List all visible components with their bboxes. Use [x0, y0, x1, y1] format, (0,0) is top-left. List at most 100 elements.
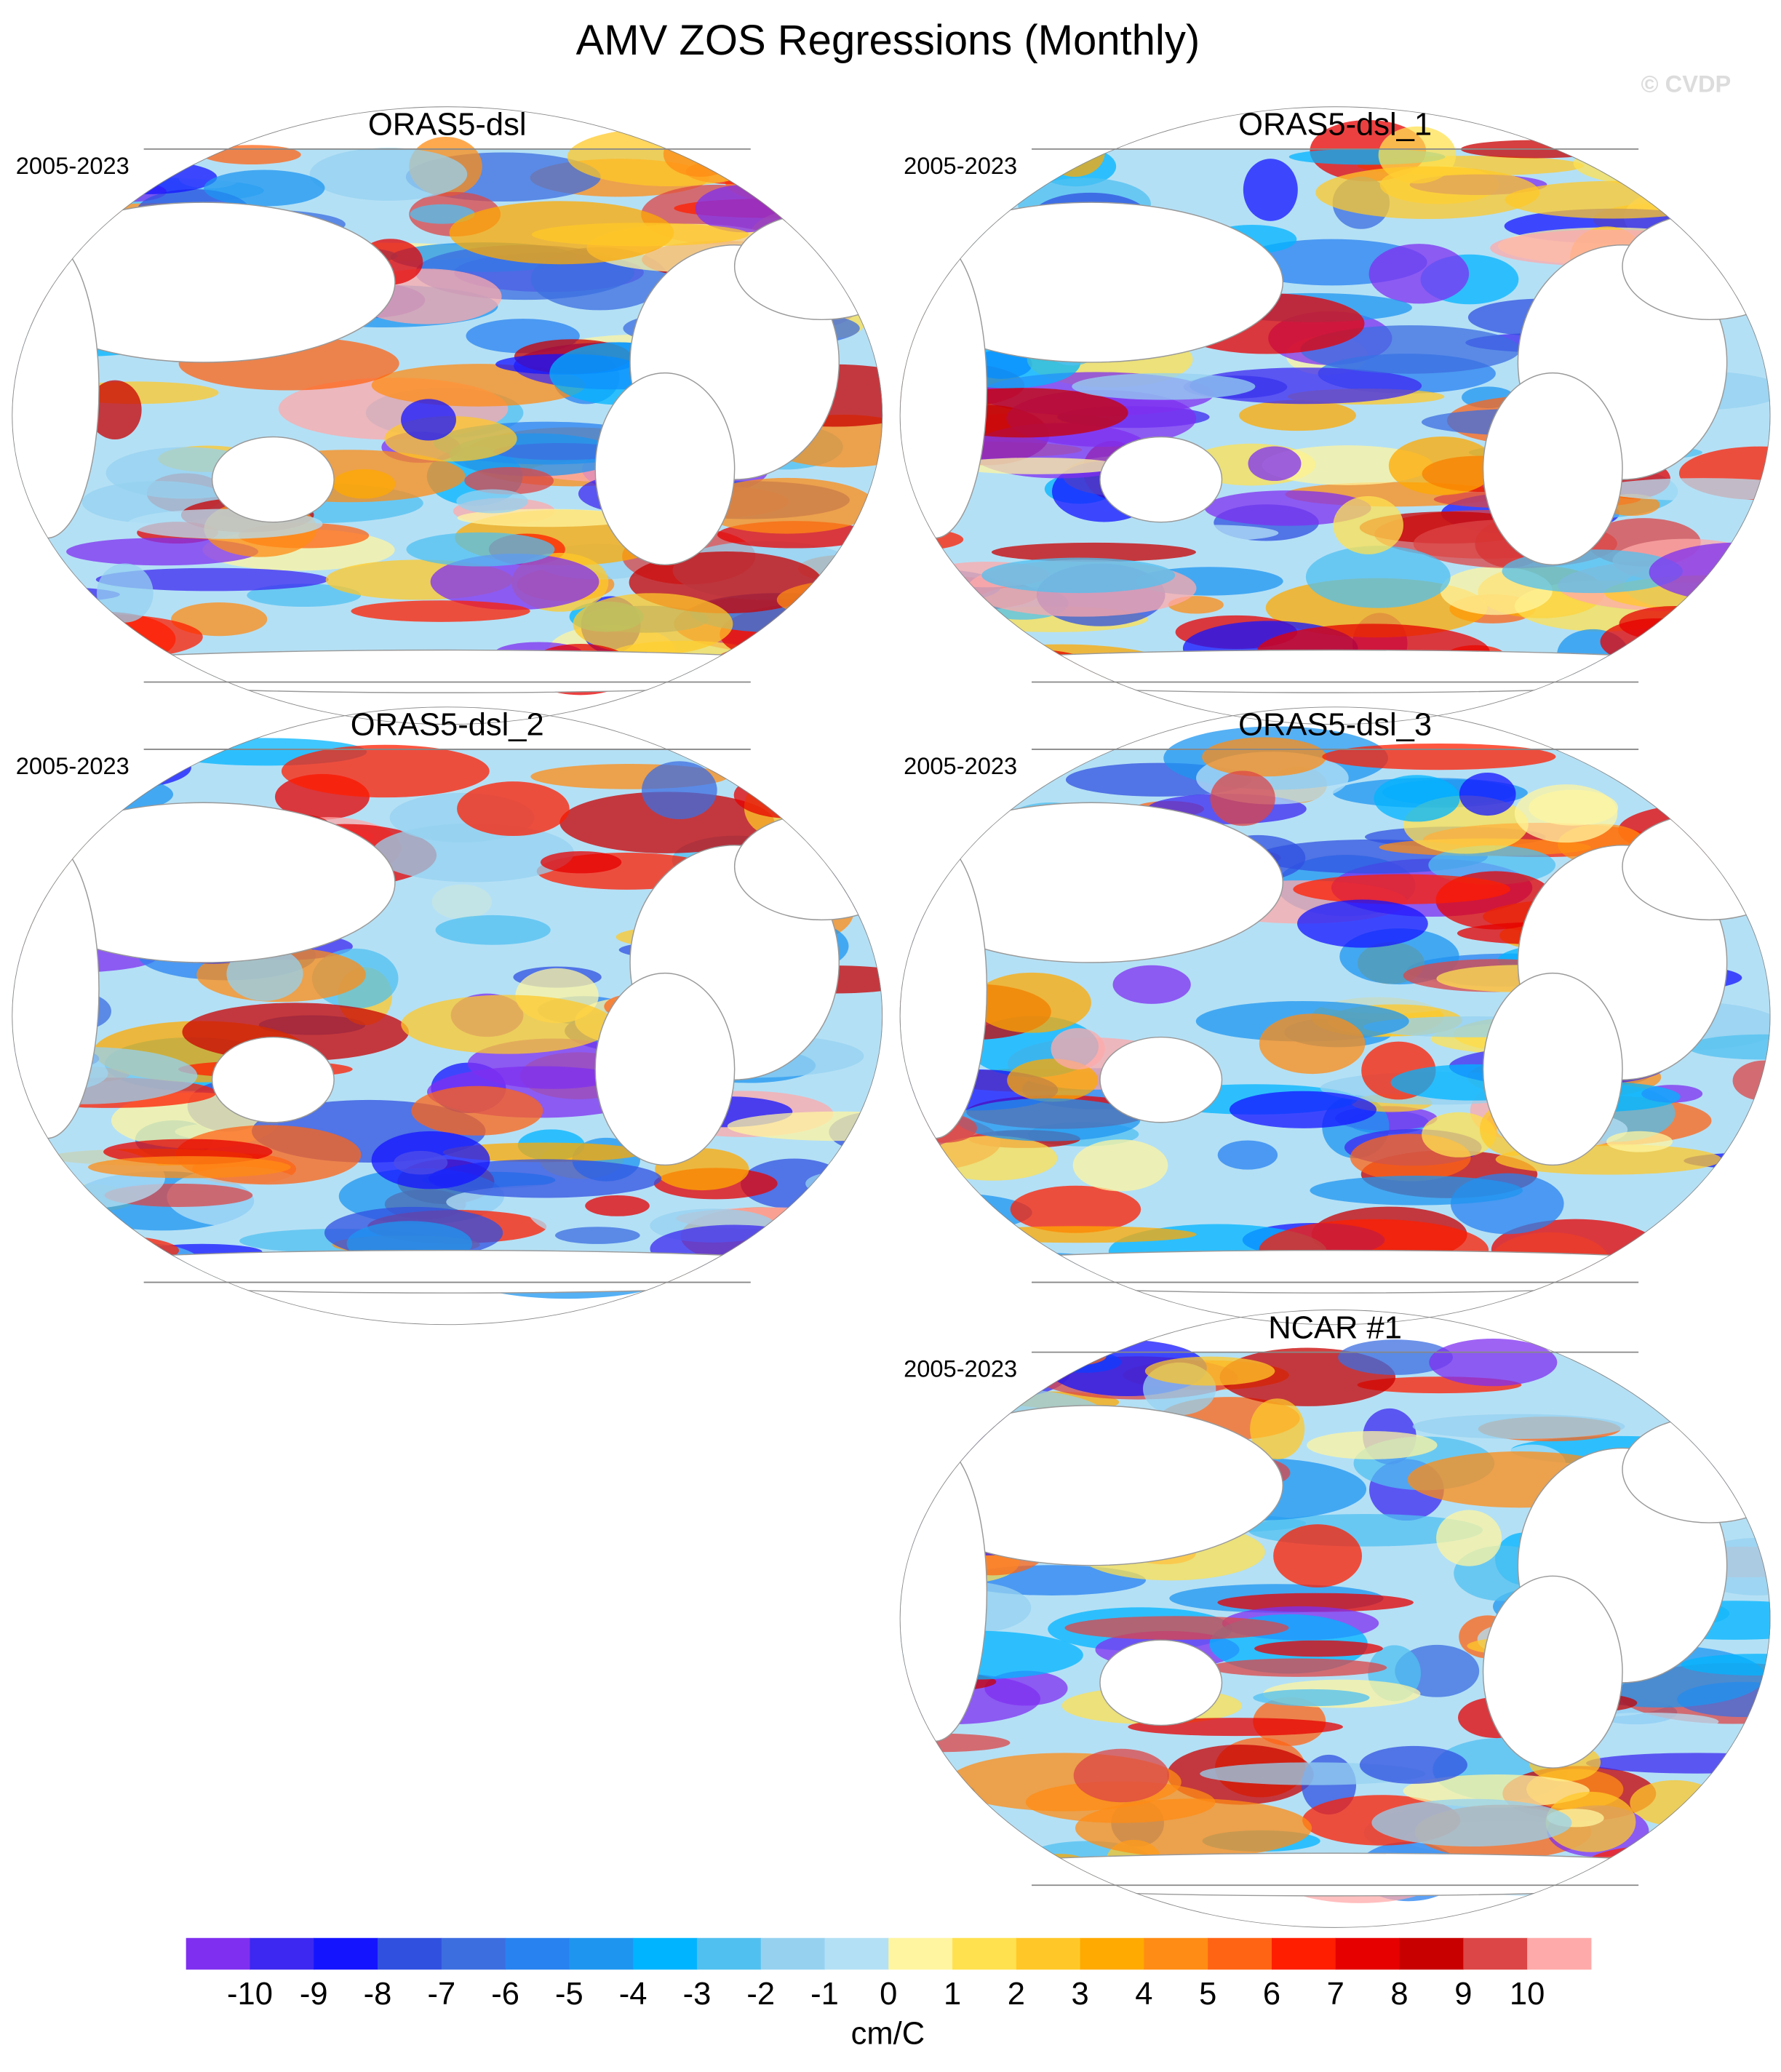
- field-blob: [12, 1258, 172, 1285]
- field-blob: [540, 850, 622, 874]
- land: [1099, 1036, 1223, 1123]
- field-blob: [1064, 1616, 1289, 1640]
- field-blob: [1144, 1356, 1275, 1386]
- field-blob: [1726, 244, 1771, 271]
- colorbar-tick-label: 5: [1199, 1977, 1216, 2012]
- colorbar-box: [1399, 1937, 1464, 1970]
- field-blob: [1208, 1658, 1387, 1677]
- field-blob: [12, 210, 76, 228]
- field-blob: [30, 611, 176, 667]
- colorbar-box: [314, 1937, 378, 1970]
- field-blob: [1368, 244, 1470, 304]
- field-blob: [559, 792, 775, 853]
- field-blob: [1687, 1034, 1771, 1060]
- land: [211, 1036, 335, 1123]
- colorbar-box: [505, 1937, 570, 1970]
- colorbar-tick-label: -9: [300, 1977, 328, 2012]
- colorbar-tick-label: -3: [683, 1977, 712, 2012]
- field-blob: [456, 489, 528, 514]
- field-blob: [1338, 1339, 1454, 1375]
- field-blob: [401, 995, 614, 1054]
- field-blob: [1630, 1780, 1720, 1826]
- land: [12, 1249, 883, 1294]
- field-blob: [899, 598, 993, 617]
- field-blob: [1643, 1249, 1771, 1266]
- field-blob: [531, 223, 749, 247]
- field-blob: [430, 553, 599, 610]
- colorbar-tick-label: 9: [1454, 1977, 1472, 2012]
- colorbar-box: [824, 1937, 889, 1970]
- land: [594, 972, 736, 1166]
- colorbar-tick-label: -7: [427, 1977, 455, 2012]
- field-blob: [1371, 1798, 1572, 1847]
- panel-period: 2005-2023: [904, 152, 1017, 179]
- field-blob: [1190, 367, 1422, 405]
- field-blob: [1305, 546, 1451, 608]
- field-blob: [411, 1085, 543, 1136]
- field-blob: [1112, 965, 1191, 1004]
- colorbar-tick-label: -5: [555, 1977, 583, 2012]
- map-panel: [12, 127, 883, 708]
- field-blob: [410, 204, 475, 224]
- field-blob: [1248, 446, 1302, 482]
- field-blob: [776, 578, 883, 621]
- land: [899, 1852, 1771, 1897]
- field-blob: [799, 178, 883, 197]
- field-blob: [13, 1234, 180, 1267]
- field-blob: [1333, 495, 1404, 554]
- field-blob: [281, 744, 490, 798]
- panel-period: 2005-2023: [16, 152, 130, 179]
- field-blob: [1293, 874, 1510, 904]
- field-blob: [555, 1227, 640, 1244]
- field-blob: [1600, 618, 1715, 666]
- field-blob: [801, 1213, 883, 1269]
- colorbar-box: [186, 1937, 251, 1970]
- field-blob: [247, 583, 362, 607]
- field-blob: [1072, 372, 1256, 400]
- field-blob: [899, 1207, 955, 1264]
- field-blob: [381, 876, 591, 926]
- colorbar-tick-label: -1: [810, 1977, 839, 2012]
- field-blob: [204, 170, 325, 207]
- panel-title: ORAS5-dsl_2: [351, 708, 544, 743]
- figure-title: AMV ZOS Regressions (Monthly): [576, 17, 1200, 64]
- field-blob: [1606, 1131, 1673, 1152]
- land: [899, 202, 1284, 363]
- panel-title: ORAS5-dsl_1: [1238, 108, 1432, 143]
- colorbar-box: [696, 1937, 762, 1970]
- field-blob: [12, 794, 84, 821]
- field-blob: [88, 1156, 291, 1179]
- field-blob: [899, 1856, 931, 1879]
- field-blob: [733, 771, 848, 819]
- panel-title: ORAS5-dsl: [368, 108, 527, 143]
- field-blob: [697, 477, 877, 534]
- colorbar-box: [760, 1937, 826, 1970]
- field-blob: [371, 1131, 490, 1190]
- land: [12, 202, 396, 363]
- field-blob: [1315, 166, 1540, 220]
- field-blob: [1010, 1185, 1141, 1233]
- field-blob: [1204, 490, 1371, 526]
- field-blob: [1681, 1654, 1771, 1676]
- colorbar-box: [250, 1937, 314, 1970]
- field-blob: [406, 532, 555, 567]
- field-blob: [1692, 768, 1771, 824]
- map-panel: [899, 1338, 1771, 1903]
- field-blob: [1642, 772, 1771, 813]
- field-blob: [1073, 1748, 1169, 1803]
- field-blob: [585, 1195, 650, 1216]
- land: [899, 1405, 1284, 1566]
- field-blob: [972, 972, 1091, 1033]
- field-blob: [928, 1136, 1058, 1181]
- colorbar-tick-label: -4: [619, 1977, 648, 2012]
- field-blob: [1422, 1112, 1497, 1157]
- field-blob: [351, 600, 530, 622]
- field-blob: [1573, 139, 1765, 188]
- colorbar-tick-label: 3: [1072, 1977, 1089, 2012]
- field-blob: [1388, 436, 1497, 495]
- field-blob: [79, 1243, 202, 1286]
- field-blob: [1273, 1524, 1363, 1588]
- colorbar-tick-label: 10: [1510, 1977, 1545, 2012]
- field-blob: [1262, 445, 1433, 485]
